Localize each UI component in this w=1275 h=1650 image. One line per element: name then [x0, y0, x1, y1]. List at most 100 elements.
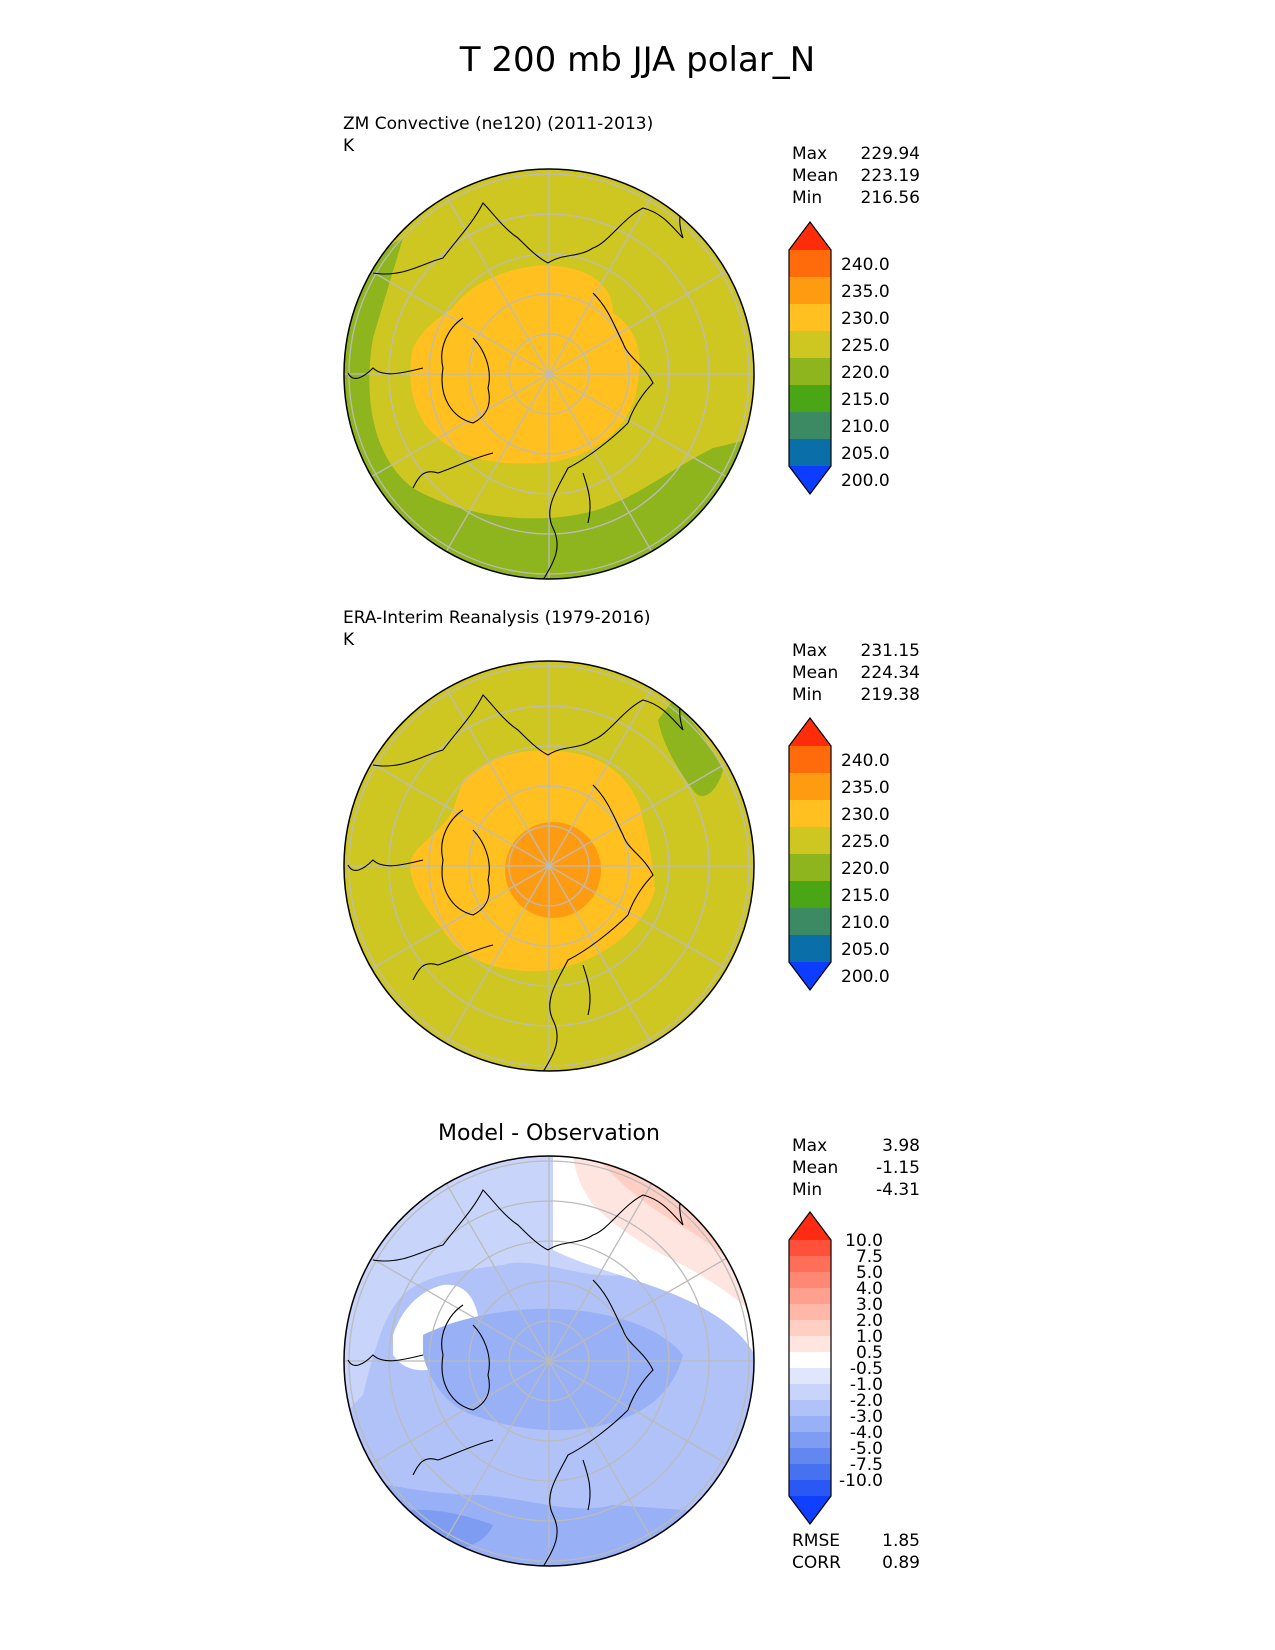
- panel2-stats: Max 231.15 Mean 224.34 Min 219.38: [792, 640, 920, 706]
- colorbar-swatch: [789, 412, 831, 439]
- colorbar-tick-label: 5.0: [856, 1263, 883, 1283]
- colorbar-swatch: [789, 1304, 831, 1320]
- metric-label: CORR: [792, 1553, 841, 1573]
- panel1-colorbar: 240.0 235.0 230.0 225.0 220.0 215.0 210.…: [788, 221, 890, 495]
- panel2-coastlines: [347, 679, 699, 1071]
- colorbar-tick-label: 220.0: [841, 859, 890, 879]
- stat-label: Min: [792, 1180, 823, 1200]
- colorbar-tick-label: 230.0: [841, 309, 890, 329]
- panel2-field-230-235: [505, 822, 601, 918]
- panel2-stat-min: Min 219.38: [792, 684, 920, 706]
- colorbar-swatch: [789, 800, 831, 827]
- figure-title: T 200 mb JJA polar_N: [459, 40, 816, 80]
- panel1-field-225-230: [410, 265, 640, 464]
- colorbar-tick-label: -4.0: [850, 1423, 883, 1443]
- colorbar-swatch: [789, 1384, 831, 1400]
- colorbar-tick-label: 215.0: [841, 886, 890, 906]
- panel1-stat-mean: Mean 223.19: [792, 165, 920, 187]
- panel2-colorbar-labels: 240.0 235.0 230.0 225.0 220.0 215.0 210.…: [841, 751, 890, 987]
- colorbar-swatch: [789, 1448, 831, 1464]
- stat-value: -4.31: [876, 1180, 920, 1200]
- panel2-colorbar: 240.0 235.0 230.0 225.0 220.0 215.0 210.…: [788, 717, 890, 991]
- stat-value: 231.15: [860, 641, 920, 661]
- panel3-polar-map: [343, 1155, 755, 1567]
- colorbar-swatch: [789, 746, 831, 773]
- colorbar-swatch: [789, 331, 831, 358]
- colorbar-tick-label: 215.0: [841, 390, 890, 410]
- colorbar-extend-top: [789, 718, 831, 746]
- colorbar-tick-label: 210.0: [841, 913, 890, 933]
- stat-label: Max: [792, 1136, 828, 1156]
- metric-value: 1.85: [882, 1531, 920, 1551]
- colorbar-swatch: [789, 1352, 831, 1368]
- stat-value: 224.34: [860, 663, 920, 683]
- colorbar-swatch: [789, 277, 831, 304]
- colorbar-swatch: [789, 1336, 831, 1352]
- colorbar-swatch: [789, 1288, 831, 1304]
- colorbar-outline: [788, 1211, 832, 1525]
- panel1-map-border: [343, 168, 755, 580]
- colorbar-swatch: [789, 1464, 831, 1480]
- colorbar-tick-label: 230.0: [841, 805, 890, 825]
- colorbar-tick-label: 200.0: [841, 471, 890, 491]
- panel1-units: K: [343, 136, 355, 156]
- colorbar-tick-label: 205.0: [841, 940, 890, 960]
- colorbar-tick-label: 7.5: [856, 1247, 883, 1267]
- colorbar-tick-label: 2.0: [856, 1311, 883, 1331]
- colorbar-swatch: [789, 439, 831, 466]
- panel1-stat-max: Max 229.94: [792, 143, 920, 165]
- stat-value: 219.38: [860, 685, 920, 705]
- panel3-stat-min: Min -4.31: [792, 1179, 920, 1201]
- stat-value: 229.94: [860, 144, 920, 164]
- colorbar-tick-label: -0.5: [850, 1359, 883, 1379]
- panel2-colorbar-blocks: [788, 717, 832, 991]
- panel3-colorbar: 10.0 7.5 5.0 4.0 3.0 2.0 1.0 0.5 -0.5 -1…: [788, 1211, 883, 1525]
- colorbar-swatch: [789, 1416, 831, 1432]
- panel2-field-215-220: [658, 700, 723, 797]
- panel2-stat-mean: Mean 224.34: [792, 662, 920, 684]
- colorbar-tick-label: -7.5: [850, 1455, 883, 1475]
- colorbar-extend-top: [789, 1212, 831, 1240]
- stat-label: Mean: [792, 1158, 839, 1178]
- colorbar-tick-label: 1.0: [856, 1327, 883, 1347]
- panel2-title: ERA-Interim Reanalysis (1979-2016) K: [343, 607, 651, 651]
- panel1-coastlines: [347, 187, 699, 579]
- panel2-graticule: [344, 661, 754, 1071]
- colorbar-swatch: [789, 304, 831, 331]
- stat-value: 3.98: [882, 1136, 920, 1156]
- panel3-colorbar-blocks: [788, 1211, 832, 1525]
- colorbar-extend-top: [789, 222, 831, 250]
- colorbar-swatch: [789, 1368, 831, 1384]
- colorbar-tick-label: -1.0: [850, 1375, 883, 1395]
- panel1-stat-min: Min 216.56: [792, 187, 920, 209]
- panel3-map-border: [343, 1155, 755, 1567]
- colorbar-swatch: [789, 385, 831, 412]
- colorbar-swatch: [789, 1400, 831, 1416]
- colorbar-swatch: [789, 935, 831, 962]
- stat-value: 223.19: [860, 166, 920, 186]
- colorbar-outline: [788, 221, 832, 495]
- stat-label: Mean: [792, 663, 839, 683]
- colorbar-outline: [788, 717, 832, 991]
- stat-value: 216.56: [860, 188, 920, 208]
- colorbar-tick-label: 225.0: [841, 832, 890, 852]
- colorbar-swatch: [789, 773, 831, 800]
- panel2-polar-map: [343, 660, 755, 1072]
- colorbar-tick-label: -3.0: [850, 1407, 883, 1427]
- metric-value: 0.89: [882, 1553, 920, 1573]
- panel2-stat-max: Max 231.15: [792, 640, 920, 662]
- colorbar-swatch: [789, 908, 831, 935]
- panel1-colorbar-blocks: [788, 221, 832, 495]
- colorbar-tick-label: 225.0: [841, 336, 890, 356]
- colorbar-swatch: [789, 1320, 831, 1336]
- colorbar-tick-label: -5.0: [850, 1439, 883, 1459]
- stat-label: Mean: [792, 166, 839, 186]
- colorbar-swatch: [789, 827, 831, 854]
- colorbar-tick-label: 240.0: [841, 751, 890, 771]
- colorbar-swatch: [789, 881, 831, 908]
- colorbar-swatch: [789, 854, 831, 881]
- colorbar-extend-bottom: [789, 466, 831, 494]
- colorbar-swatch: [789, 1272, 831, 1288]
- stat-label: Max: [792, 641, 828, 661]
- colorbar-swatch: [789, 250, 831, 277]
